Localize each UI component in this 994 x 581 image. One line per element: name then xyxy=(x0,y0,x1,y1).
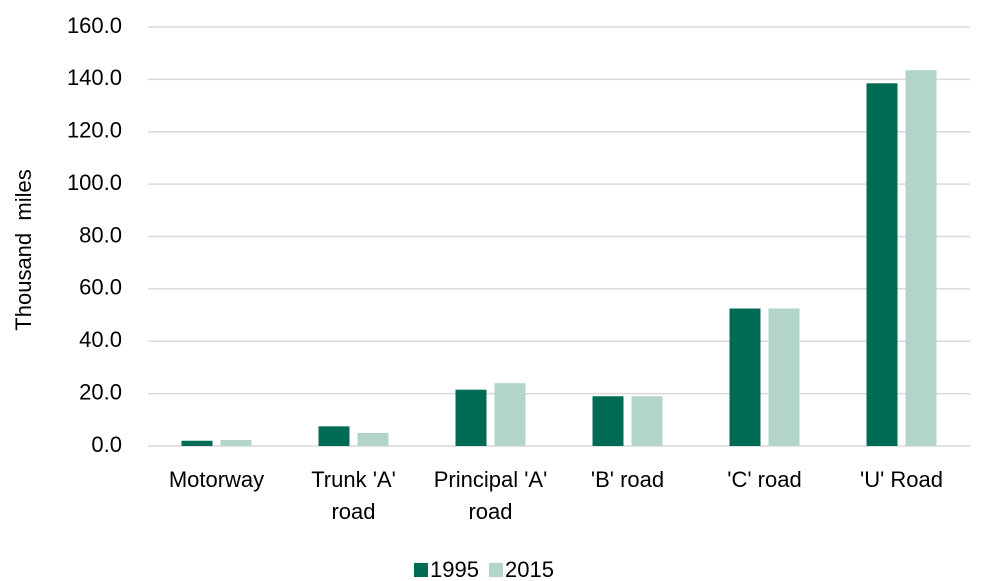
bar xyxy=(181,440,213,446)
bar xyxy=(592,396,624,446)
bar xyxy=(494,383,526,446)
bar xyxy=(220,439,252,446)
bar xyxy=(905,70,937,446)
y-tick-label: 140.0 xyxy=(67,65,122,90)
legend-label: 2015 xyxy=(505,557,554,581)
y-tick-label: 40.0 xyxy=(79,327,122,352)
x-tick-label: Trunk 'A' road xyxy=(311,467,396,524)
y-tick-label: 20.0 xyxy=(79,379,122,404)
bar xyxy=(357,432,389,446)
y-tick-label: 80.0 xyxy=(79,222,122,247)
legend-label: 1995 xyxy=(430,557,479,581)
bar xyxy=(768,308,800,446)
bar xyxy=(729,308,761,446)
x-tick-label: 'B' road xyxy=(590,467,665,492)
y-tick-label: 160.0 xyxy=(67,13,122,38)
bar xyxy=(318,426,350,446)
legend-swatch xyxy=(489,563,503,577)
x-tick-label: 'U' Road xyxy=(860,467,943,492)
y-axis-label: Thousand miles xyxy=(11,169,36,330)
bar xyxy=(455,389,487,446)
y-tick-label: 0.0 xyxy=(91,432,122,457)
legend-swatch xyxy=(414,563,428,577)
y-tick-label: 60.0 xyxy=(79,275,122,300)
x-tick-label: Principal 'A' road xyxy=(433,467,548,524)
y-tick-label: 100.0 xyxy=(67,170,122,195)
x-tick-label: 'C' road xyxy=(727,467,802,492)
bar xyxy=(631,396,663,446)
y-tick-label: 120.0 xyxy=(67,118,122,143)
bar xyxy=(866,83,898,446)
x-tick-label: Motorway xyxy=(168,467,265,492)
